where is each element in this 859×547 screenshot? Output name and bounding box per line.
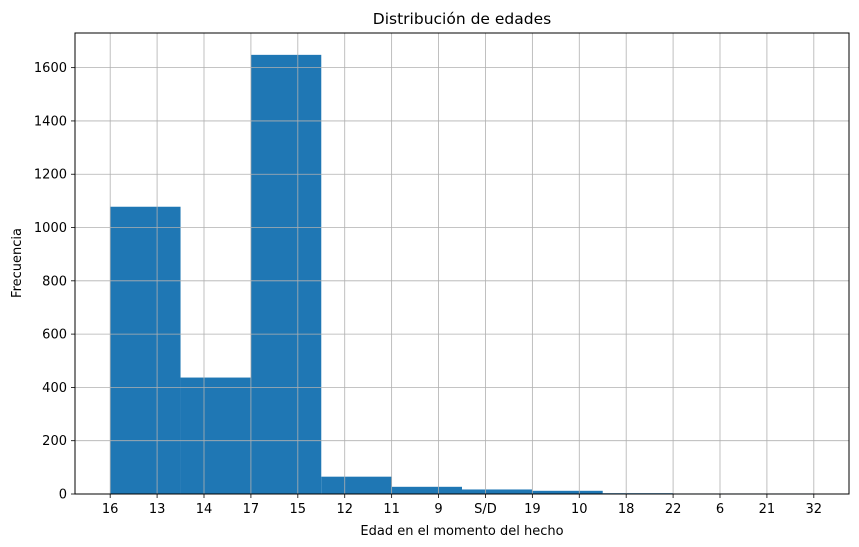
- x-tick-label: 22: [665, 502, 682, 517]
- y-tick-label: 200: [42, 434, 67, 449]
- histogram-bar: [321, 476, 392, 494]
- grid-lines: [75, 33, 849, 495]
- y-tick-label: 600: [42, 328, 67, 343]
- x-tick-label: 18: [618, 502, 635, 517]
- histogram-bar: [250, 54, 322, 495]
- y-tick-label: 0: [59, 488, 67, 503]
- y-tick-label: 1600: [34, 61, 67, 76]
- x-tick-label: 10: [571, 502, 588, 517]
- bars: [110, 54, 814, 495]
- histogram-bar: [180, 377, 251, 494]
- chart-title: Distribución de edades: [373, 10, 551, 28]
- x-tick-label: 19: [524, 502, 541, 517]
- histogram-bar: [110, 206, 181, 495]
- y-tick-label: 800: [42, 274, 67, 289]
- y-tick-label: 1000: [34, 221, 67, 236]
- plot-frame: [74, 32, 850, 495]
- x-axis-ticks: 16 13 14 17 15 12 11 9 S/D 19 10 18 22 6 21 32: [102, 494, 822, 517]
- x-tick-label: 21: [759, 502, 776, 517]
- y-axis-ticks: 0 200 400 600 800 1000 1200 1400 1600: [34, 61, 75, 503]
- y-tick-label: 400: [42, 381, 67, 396]
- y-tick-label: 1400: [34, 114, 67, 129]
- histogram-bar: [532, 490, 603, 494]
- x-tick-label: 6: [716, 502, 724, 517]
- x-tick-label: 13: [149, 502, 166, 517]
- x-tick-label: 11: [383, 502, 400, 517]
- x-tick-label: 15: [290, 502, 307, 517]
- y-tick-label: 1200: [34, 168, 67, 183]
- x-tick-label: 16: [102, 502, 119, 517]
- y-axis-label: Frecuencia: [10, 228, 25, 298]
- x-tick-label: 9: [434, 502, 442, 517]
- x-tick-label: 12: [336, 502, 353, 517]
- x-tick-label: 17: [243, 502, 260, 517]
- histogram-bar: [391, 486, 462, 494]
- x-tick-label: 14: [196, 502, 213, 517]
- x-tick-label: 32: [806, 502, 823, 517]
- x-axis-label: Edad en el momento del hecho: [360, 524, 563, 539]
- x-tick-label: S/D: [474, 502, 497, 517]
- histogram-bar: [462, 489, 533, 494]
